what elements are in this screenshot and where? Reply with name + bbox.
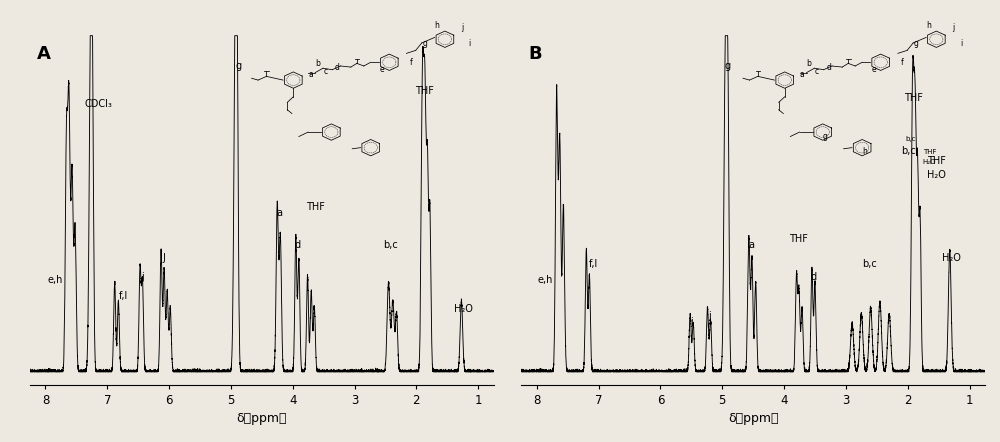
- Text: f: f: [410, 58, 412, 67]
- Text: h: h: [862, 147, 867, 156]
- Text: b: b: [806, 59, 811, 68]
- Text: B: B: [528, 45, 542, 63]
- Text: b,c: b,c: [862, 259, 877, 269]
- Text: d: d: [826, 63, 831, 72]
- Text: b,c: b,c: [906, 136, 916, 142]
- Text: i: i: [468, 39, 471, 48]
- Text: THF: THF: [306, 202, 325, 212]
- Text: c: c: [324, 67, 328, 76]
- Text: THF: THF: [415, 87, 434, 96]
- Text: a: a: [277, 208, 283, 218]
- Text: e,h: e,h: [537, 275, 553, 286]
- Text: f: f: [901, 58, 904, 67]
- Text: g: g: [823, 132, 827, 141]
- Text: a: a: [308, 70, 313, 79]
- Text: H₂O: H₂O: [942, 253, 960, 263]
- Text: e: e: [380, 65, 385, 74]
- Text: h: h: [435, 21, 439, 30]
- Text: a: a: [800, 70, 804, 79]
- Text: g: g: [914, 39, 919, 48]
- Text: d: d: [811, 272, 817, 282]
- Text: H₂O: H₂O: [923, 159, 936, 164]
- Text: c: c: [815, 67, 819, 76]
- Text: h: h: [926, 21, 931, 30]
- Text: d: d: [295, 240, 301, 250]
- Text: g: g: [423, 39, 427, 48]
- Text: H₂O: H₂O: [927, 171, 946, 180]
- Text: f,l: f,l: [589, 259, 598, 269]
- Text: j: j: [691, 317, 693, 327]
- Text: b,c: b,c: [383, 240, 398, 250]
- Text: e,h: e,h: [47, 275, 62, 286]
- Text: g: g: [724, 61, 730, 71]
- Text: THF: THF: [789, 234, 808, 244]
- Text: THF: THF: [927, 156, 946, 166]
- Text: j: j: [461, 23, 463, 32]
- Text: A: A: [37, 45, 51, 63]
- Text: THF: THF: [923, 149, 936, 155]
- Text: g: g: [235, 61, 241, 71]
- X-axis label: δ（ppm）: δ（ppm）: [728, 412, 778, 425]
- Text: a: a: [748, 240, 754, 250]
- Text: f,l: f,l: [119, 291, 129, 301]
- Text: CDCl₃: CDCl₃: [84, 99, 112, 109]
- Text: b: b: [315, 59, 320, 68]
- Text: THF: THF: [904, 93, 923, 103]
- Text: J: J: [163, 253, 166, 263]
- Text: H₂O: H₂O: [454, 304, 473, 314]
- Text: j: j: [141, 272, 144, 282]
- Text: j: j: [708, 311, 711, 320]
- Text: d: d: [335, 63, 340, 72]
- Text: b,c: b,c: [901, 146, 916, 156]
- X-axis label: δ（ppm）: δ（ppm）: [237, 412, 287, 425]
- Text: j: j: [952, 23, 955, 32]
- Text: e: e: [871, 65, 876, 74]
- Text: i: i: [960, 39, 962, 48]
